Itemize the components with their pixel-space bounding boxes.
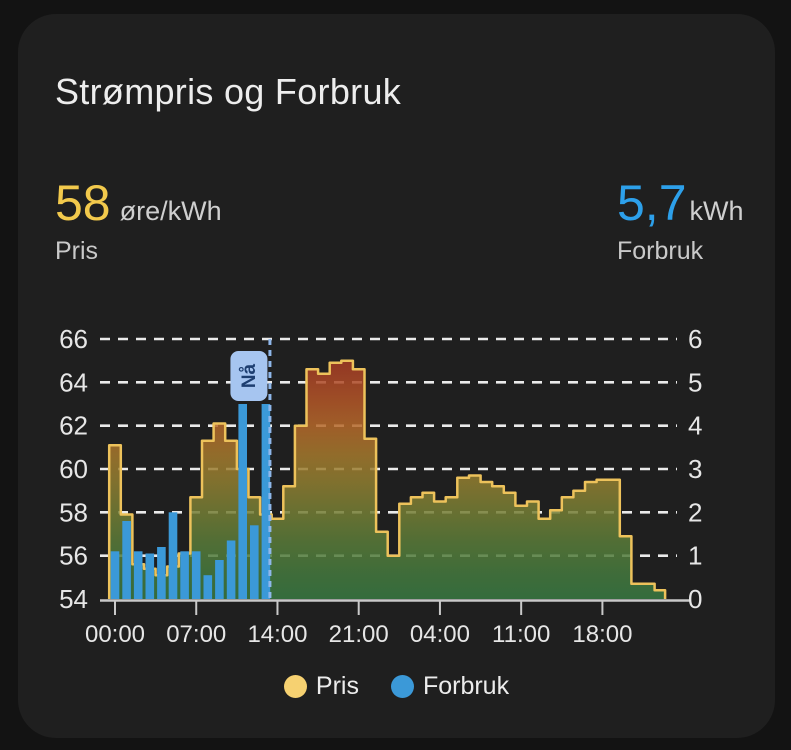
x-tick-label: 07:00	[166, 621, 226, 648]
forbruk-legend-dot	[390, 675, 414, 698]
price-tick-label: 60	[59, 454, 88, 484]
now-badge-label: Nå	[239, 363, 260, 388]
price-area-series	[107, 359, 667, 599]
price-tick-label: 64	[59, 367, 88, 397]
energy-card: Strømpris og Forbruk 58 øre/kWh Pris 5,7 k…	[18, 14, 775, 738]
legend-item-pris: Pris	[283, 672, 359, 701]
consumption-stat-line: 5,7 kWh	[617, 178, 744, 228]
x-tick-label: 11:00	[492, 621, 550, 648]
consumption-stat: 5,7 kWh Forbruk	[617, 178, 744, 266]
price-tick-label: 58	[59, 497, 88, 527]
price-stat: 58 øre/kWh Pris	[55, 178, 222, 266]
now-badge	[230, 351, 268, 401]
consumption-bars	[110, 404, 271, 599]
price-value: 58	[55, 175, 111, 231]
pris-legend-label: Pris	[315, 672, 359, 700]
price-tick-label: 66	[59, 325, 88, 354]
price-tick-label: 56	[59, 541, 88, 571]
price-consumption-chart[interactable]: 00:00 07:00 14:00 21:00 04:00 11:00 18:0066646…	[40, 325, 760, 655]
consumption-unit: kWh	[689, 196, 744, 226]
price-tick-label: 62	[59, 411, 88, 441]
y-axis-right: 6 5 4 3 2 1 0	[688, 325, 702, 614]
x-tick-label: 18:00	[572, 621, 632, 648]
x-tick-label: 00:00	[85, 621, 145, 648]
consumption-tick-label: 1	[688, 541, 702, 571]
consumption-tick-label: 6	[688, 325, 702, 354]
price-tick-label: 54	[59, 584, 88, 614]
consumption-tick-label: 4	[688, 411, 702, 441]
card-title: Strømpris og Forbruk	[55, 71, 402, 112]
x-axis: 00:00 07:00 14:00 21:00 04:00 11:00 18:00	[85, 599, 690, 648]
chart-legend: Pris Forbruk	[18, 672, 775, 701]
price-unit: øre/kWh	[119, 196, 222, 226]
consumption-stat-label: Forbruk	[617, 237, 704, 265]
consumption-tick-label: 5	[688, 367, 702, 397]
now-marker: Nå	[230, 339, 272, 599]
x-tick-label: 14:00	[247, 621, 307, 648]
legend-item-forbruk: Forbruk	[390, 672, 510, 701]
consumption-tick-label: 3	[688, 454, 702, 484]
pris-legend-dot	[283, 675, 307, 698]
x-tick-label: 04:00	[410, 621, 470, 648]
forbruk-legend-label: Forbruk	[422, 672, 510, 700]
consumption-tick-label: 0	[688, 584, 702, 614]
price-stat-line: 58 øre/kWh	[55, 178, 222, 228]
x-tick-label: 21:00	[329, 621, 389, 648]
price-stat-label: Pris	[55, 237, 99, 265]
consumption-tick-label: 2	[688, 497, 702, 527]
y-axis-left: 66 64 62 60 58 56 54	[59, 325, 88, 614]
consumption-value: 5,7	[617, 175, 687, 231]
